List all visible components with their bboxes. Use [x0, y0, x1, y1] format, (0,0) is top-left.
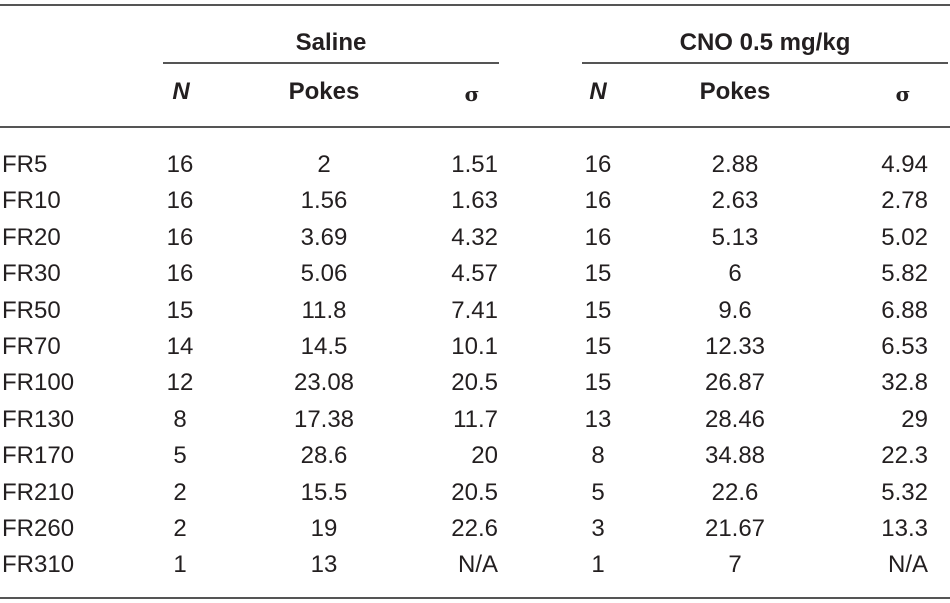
saline-pokes-cell: 2	[317, 151, 331, 178]
saline-sigma-cell: 1.51	[451, 151, 498, 178]
saline-sigma-cell: 4.57	[451, 260, 498, 287]
saline-n-cell: 16	[166, 151, 194, 178]
cno-n-cell: 15	[584, 297, 612, 324]
saline-n-cell: 2	[173, 515, 187, 542]
saline-sigma-cell: 10.1	[451, 333, 498, 360]
top-rule	[0, 4, 950, 6]
cno-pokes-cell: 6	[728, 260, 742, 287]
saline-pokes-cell: 5.06	[300, 260, 348, 287]
cno-pokes-cell: 21.67	[704, 515, 766, 542]
row-label: FR20	[2, 224, 61, 251]
saline-n-cell: 5	[173, 442, 187, 469]
row-label: FR5	[2, 151, 48, 178]
saline-n-cell: 8	[173, 406, 187, 433]
cno-n-cell: 5	[591, 479, 605, 506]
saline-sigma-cell: N/A	[457, 551, 498, 578]
saline-n-cell: 1	[173, 551, 187, 578]
cno-sigma-cell: 6.53	[881, 333, 928, 360]
cno-pokes-cell: 2.88	[711, 151, 759, 178]
cno-pokes-cell: 34.88	[704, 442, 766, 469]
saline-n-cell: 16	[166, 187, 194, 214]
cno-group-header: CNO 0.5 mg/kg	[679, 29, 851, 56]
row-label: FR100	[2, 369, 75, 396]
cno-n-cell: 3	[591, 515, 605, 542]
cno-sigma-cell: 6.88	[881, 297, 928, 324]
cno-sigma-header: σ	[895, 82, 911, 106]
cno-n-cell: 15	[584, 369, 612, 396]
cno-n-cell: 15	[584, 260, 612, 287]
cno-n-cell: 16	[584, 151, 612, 178]
saline-pokes-cell: 19	[310, 515, 338, 542]
saline-sigma-cell: 22.6	[451, 515, 498, 542]
cno-sigma-cell: 32.8	[881, 369, 928, 396]
saline-n-cell: 16	[166, 260, 194, 287]
saline-n-cell: 12	[166, 369, 194, 396]
saline-pokes-cell: 3.69	[300, 224, 348, 251]
cno-pokes-cell: 22.6	[711, 479, 759, 506]
saline-sigma-cell: 20.5	[451, 479, 498, 506]
cno-pokes-header: Pokes	[699, 78, 771, 105]
header-bottom-rule	[0, 126, 950, 128]
row-label: FR130	[2, 406, 75, 433]
cno-sigma-cell: 13.3	[881, 515, 928, 542]
saline-sigma-cell: 1.63	[451, 187, 498, 214]
saline-pokes-cell: 23.08	[293, 369, 355, 396]
saline-sigma-header: σ	[464, 82, 480, 106]
cno-n-cell: 8	[591, 442, 605, 469]
saline-pokes-header: Pokes	[288, 78, 360, 105]
saline-sigma-cell: 20.5	[451, 369, 498, 396]
cno-sigma-cell: 2.78	[881, 187, 928, 214]
saline-pokes-cell: 11.8	[301, 297, 347, 324]
cno-sigma-cell: N/A	[887, 551, 928, 578]
row-label: FR310	[2, 551, 75, 578]
saline-group-header: Saline	[295, 29, 367, 56]
cno-n-cell: 16	[584, 187, 612, 214]
saline-sigma-cell: 11.7	[453, 406, 498, 433]
saline-pokes-cell: 28.6	[300, 442, 348, 469]
cno-pokes-cell: 5.13	[711, 224, 759, 251]
row-label: FR210	[2, 479, 75, 506]
saline-n-cell: 2	[173, 479, 187, 506]
saline-n-header: N	[172, 78, 190, 105]
cno-pokes-cell: 2.63	[711, 187, 759, 214]
cno-n-cell: 16	[584, 224, 612, 251]
saline-n-cell: 14	[166, 333, 194, 360]
saline-pokes-cell: 13	[310, 551, 338, 578]
saline-pokes-cell: 1.56	[300, 187, 348, 214]
cno-pokes-cell: 28.46	[704, 406, 766, 433]
cno-pokes-cell: 9.6	[718, 297, 752, 324]
saline-sigma-cell: 20	[471, 442, 498, 469]
cno-sigma-cell: 5.02	[881, 224, 928, 251]
row-label: FR70	[2, 333, 61, 360]
cno-pokes-cell: 7	[728, 551, 742, 578]
cno-n-header: N	[589, 78, 607, 105]
row-label: FR50	[2, 297, 61, 324]
row-label: FR30	[2, 260, 61, 287]
bottom-rule	[0, 597, 950, 599]
cno-sigma-cell: 22.3	[881, 442, 928, 469]
saline-pokes-cell: 17.38	[293, 406, 355, 433]
row-label: FR260	[2, 515, 75, 542]
saline-n-cell: 16	[166, 224, 194, 251]
saline-group-rule	[163, 62, 499, 64]
cno-n-cell: 15	[584, 333, 612, 360]
saline-pokes-cell: 15.5	[300, 479, 348, 506]
saline-n-cell: 15	[166, 297, 194, 324]
cno-sigma-cell: 5.32	[881, 479, 928, 506]
saline-sigma-cell: 7.41	[451, 297, 498, 324]
row-label: FR10	[2, 187, 61, 214]
cno-pokes-cell: 26.87	[704, 369, 766, 396]
cno-n-cell: 13	[584, 406, 612, 433]
cno-sigma-cell: 5.82	[881, 260, 928, 287]
saline-sigma-cell: 4.32	[451, 224, 498, 251]
cno-group-rule	[582, 62, 948, 64]
cno-sigma-cell: 4.94	[881, 151, 928, 178]
row-label: FR170	[2, 442, 75, 469]
cno-sigma-cell: 29	[901, 406, 928, 433]
cno-pokes-cell: 12.33	[704, 333, 766, 360]
cno-n-cell: 1	[591, 551, 605, 578]
saline-pokes-cell: 14.5	[300, 333, 348, 360]
